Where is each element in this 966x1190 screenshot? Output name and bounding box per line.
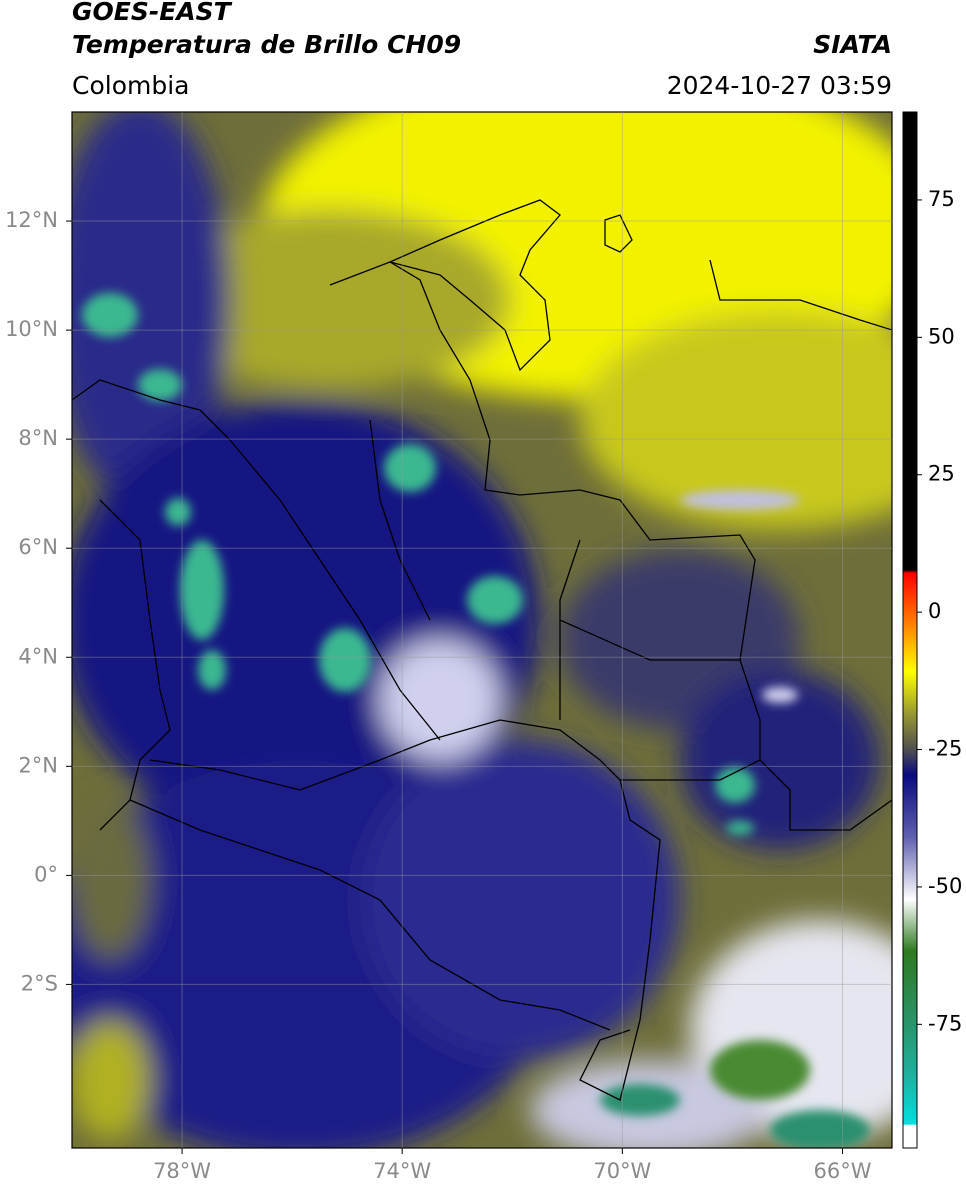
datetime: 2024-10-27 03:59 <box>667 71 892 100</box>
colorbar <box>902 111 918 1149</box>
x-tick-label: 66°W <box>813 1159 871 1183</box>
y-tick-label: 12°N <box>5 208 58 232</box>
colorbar-tick-label: 75 <box>928 187 955 211</box>
y-tick-label: 0° <box>34 862 58 886</box>
y-tick-label: 8°N <box>18 426 58 450</box>
x-tick-label: 70°W <box>593 1159 651 1183</box>
satellite-image <box>72 112 892 1148</box>
colorbar-tick-label: 0 <box>928 599 941 623</box>
title: GOES-EAST <box>72 0 233 26</box>
x-tick-label: 74°W <box>373 1159 431 1183</box>
colorbar-tick-label: 50 <box>928 324 955 348</box>
colorbar-tick-label: -50 <box>928 874 962 898</box>
colorbar-tick-label: -75 <box>928 1011 962 1035</box>
source: SIATA <box>813 30 892 59</box>
y-tick-label: 6°N <box>18 535 58 559</box>
colorbar-tick-label: -25 <box>928 737 962 761</box>
y-tick-label: 10°N <box>5 317 58 341</box>
map-frame <box>71 111 893 1149</box>
y-tick-label: 4°N <box>18 644 58 668</box>
region: Colombia <box>72 71 189 100</box>
y-tick-label: 2°S <box>21 971 58 995</box>
x-tick-label: 78°W <box>153 1159 211 1183</box>
subtitle: Temperatura de Brillo CH09 <box>72 30 461 59</box>
colorbar-tick-label: 25 <box>928 462 955 486</box>
y-tick-label: 2°N <box>18 753 58 777</box>
